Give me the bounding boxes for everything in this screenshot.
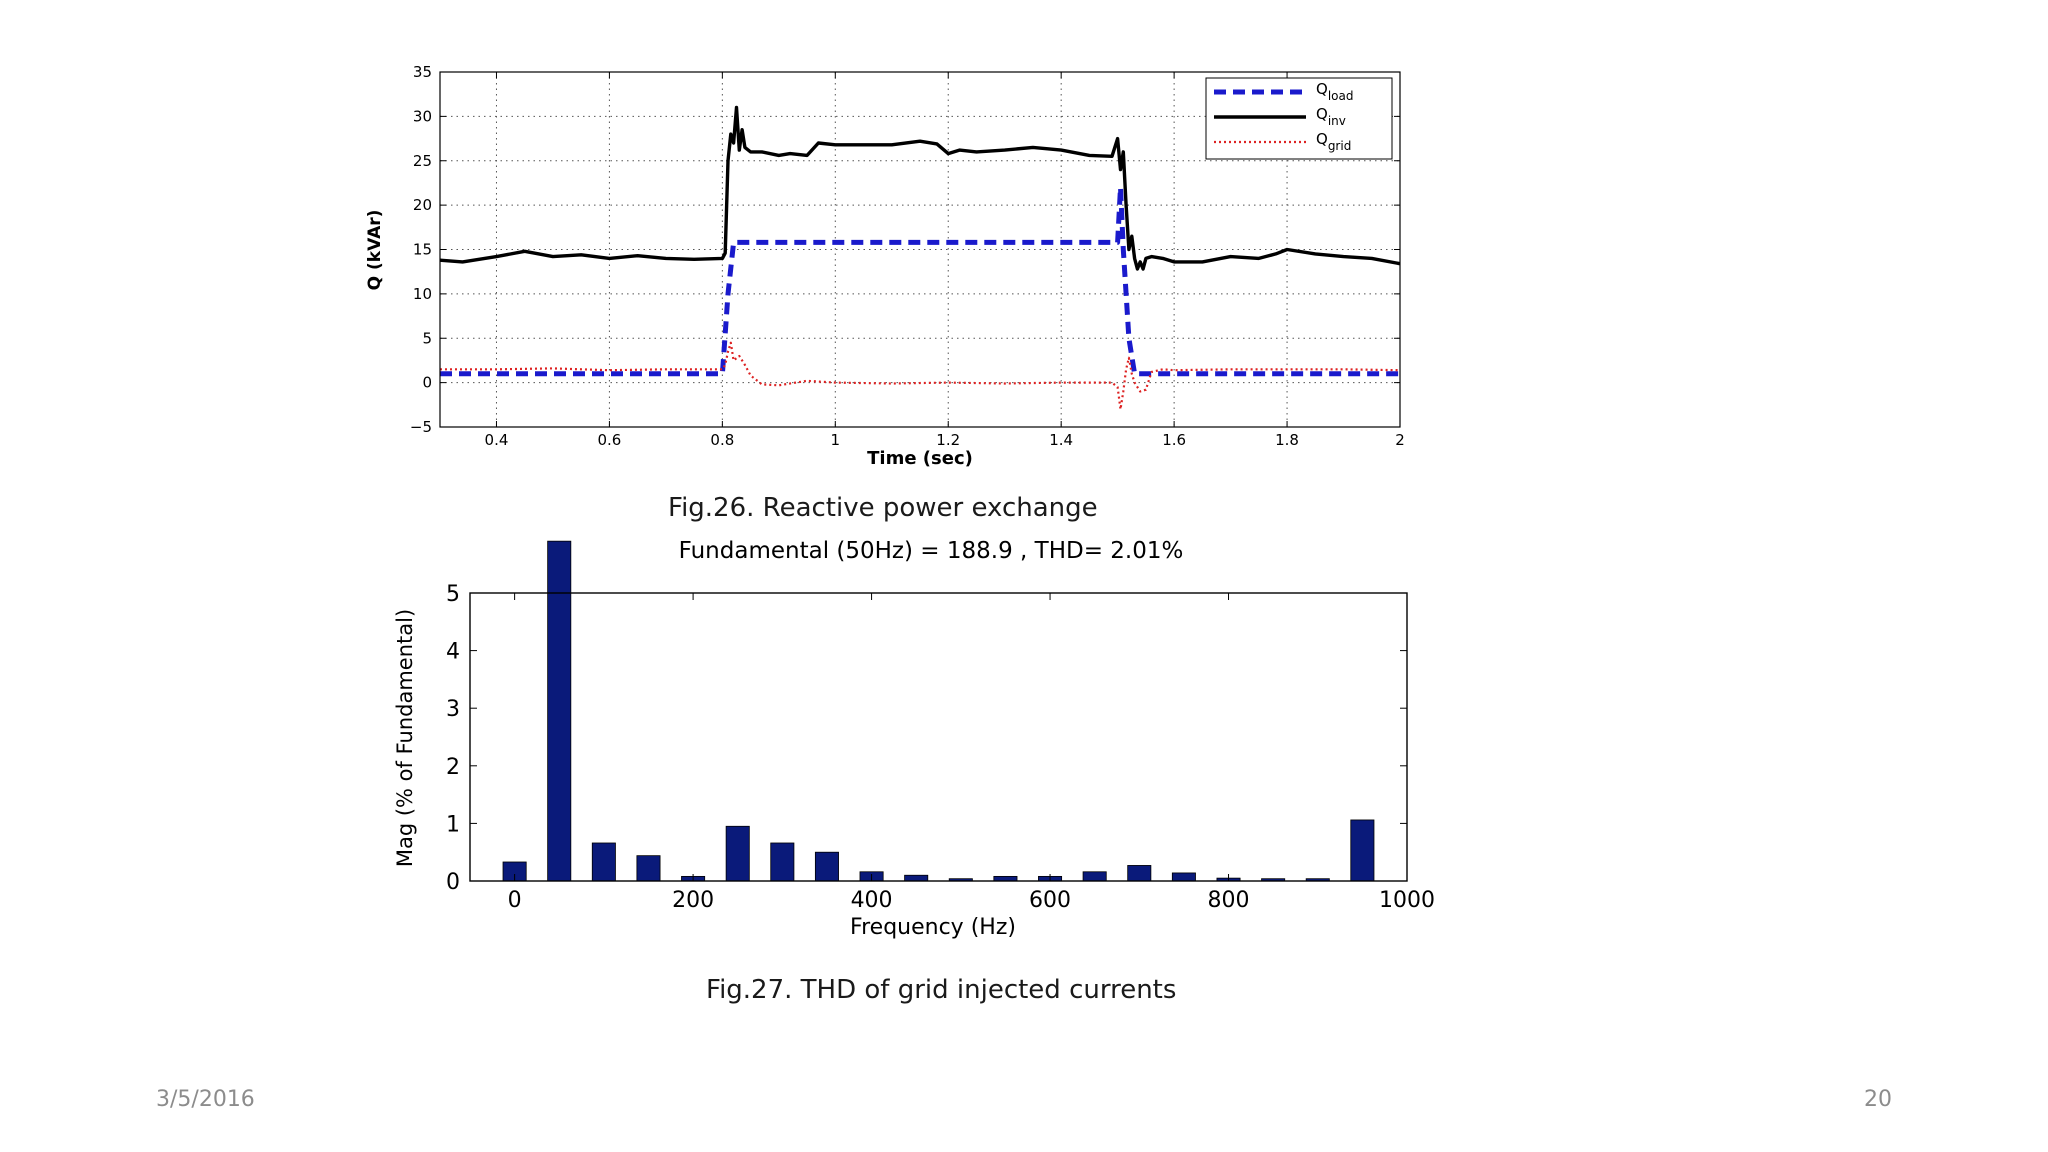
- thd-bar-chart: Fundamental (50Hz) = 188.9 , THD= 2.01% …: [393, 538, 1435, 940]
- chart1-x-tick-label: 1.4: [1049, 431, 1073, 449]
- reactive-power-chart: 0.4 0.6 0.8 1 1.2 1.4 1.6 1.8 2 35 30 25 20 15 10 5 0 −5…: [365, 63, 1405, 469]
- slide-date: 3/5/2016: [156, 1087, 255, 1112]
- slide-page-number: 20: [1864, 1087, 1892, 1112]
- chart2-x-tick-label: 800: [1208, 888, 1250, 913]
- chart2-y-tick-label: 1: [446, 812, 460, 837]
- chart1-x-tick-label: 0.8: [710, 431, 734, 449]
- chart1-y-tick-label: 35: [413, 63, 432, 81]
- chart1-x-tick-labels: 0.4 0.6 0.8 1 1.2 1.4 1.6 1.8 2: [485, 431, 1405, 449]
- chart2-y-tick-label: 0: [446, 870, 460, 895]
- chart2-y-axis-label: Mag (% of Fundamental): [393, 609, 417, 867]
- figure-27-caption: Fig.27. THD of grid injected currents: [706, 975, 1177, 1005]
- chart2-plot-frame: [469, 592, 1408, 882]
- chart2-y-tick-labels: 0 1 2 3 4 5: [446, 582, 460, 895]
- chart2-x-tick-label: 0: [508, 888, 522, 913]
- chart1-x-tick-label: 0.4: [485, 431, 509, 449]
- chart2-x-tick-label: 1000: [1379, 888, 1435, 913]
- chart2-bar: [1171, 872, 1196, 882]
- chart1-y-tick-label: −5: [410, 418, 432, 436]
- chart2-bar: [1127, 865, 1152, 882]
- chart1-series-line-load: [440, 184, 1400, 377]
- chart2-bar: [770, 842, 795, 882]
- chart1-y-tick-label: 30: [413, 107, 432, 125]
- chart1-y-tick-label: 15: [413, 241, 432, 259]
- chart1-x-tick-label: 1: [831, 431, 841, 449]
- chart2-y-tick-label: 4: [446, 640, 460, 665]
- chart2-bar: [547, 540, 572, 882]
- chart2-x-tick-label: 400: [851, 888, 893, 913]
- chart2-x-tick-label: 600: [1029, 888, 1071, 913]
- chart1-y-tick-label: 10: [413, 285, 432, 303]
- chart2-bar: [636, 855, 661, 882]
- chart2-x-tick-label: 200: [672, 888, 714, 913]
- chart2-bar: [1082, 871, 1107, 882]
- chart2-y-tick-label: 5: [446, 582, 460, 607]
- chart1-x-axis-label: Time (sec): [867, 448, 973, 469]
- chart1-series: [439, 105, 1401, 411]
- chart1-y-tick-label: 0: [422, 374, 432, 392]
- chart2-bar: [904, 874, 929, 882]
- chart1-x-tick-label: 1.8: [1275, 431, 1299, 449]
- chart2-ticks: [470, 592, 1408, 882]
- chart2-bar: [814, 851, 839, 882]
- chart2-bars: [502, 540, 1375, 882]
- chart2-title: Fundamental (50Hz) = 188.9 , THD= 2.01%: [679, 538, 1184, 564]
- chart1-y-tick-label: 25: [413, 152, 432, 170]
- chart1-x-tick-label: 2: [1395, 431, 1405, 449]
- chart2-bar: [725, 825, 750, 882]
- chart2-y-tick-label: 3: [446, 697, 460, 722]
- chart1-series-line-inv: [439, 105, 1401, 271]
- figure-26-caption: Fig.26. Reactive power exchange: [668, 493, 1098, 523]
- chart1-y-tick-label: 20: [413, 196, 432, 214]
- chart1-y-tick-label: 5: [422, 329, 432, 347]
- chart2-bar: [591, 842, 616, 882]
- chart2-x-tick-labels: 0 200 400 600 800 1000: [508, 888, 1435, 913]
- chart2-y-tick-label: 2: [446, 755, 460, 780]
- chart1-ticks: [440, 71, 1401, 428]
- chart1-x-tick-label: 0.6: [597, 431, 621, 449]
- chart1-y-tick-labels: 35 30 25 20 15 10 5 0 −5: [410, 63, 432, 436]
- chart1-y-axis-label: Q (kVAr): [365, 210, 385, 291]
- chart1-x-tick-label: 1.2: [936, 431, 960, 449]
- chart2-x-axis-label: Frequency (Hz): [850, 915, 1016, 940]
- chart1-x-tick-label: 1.6: [1162, 431, 1186, 449]
- chart2-bar: [1350, 819, 1375, 882]
